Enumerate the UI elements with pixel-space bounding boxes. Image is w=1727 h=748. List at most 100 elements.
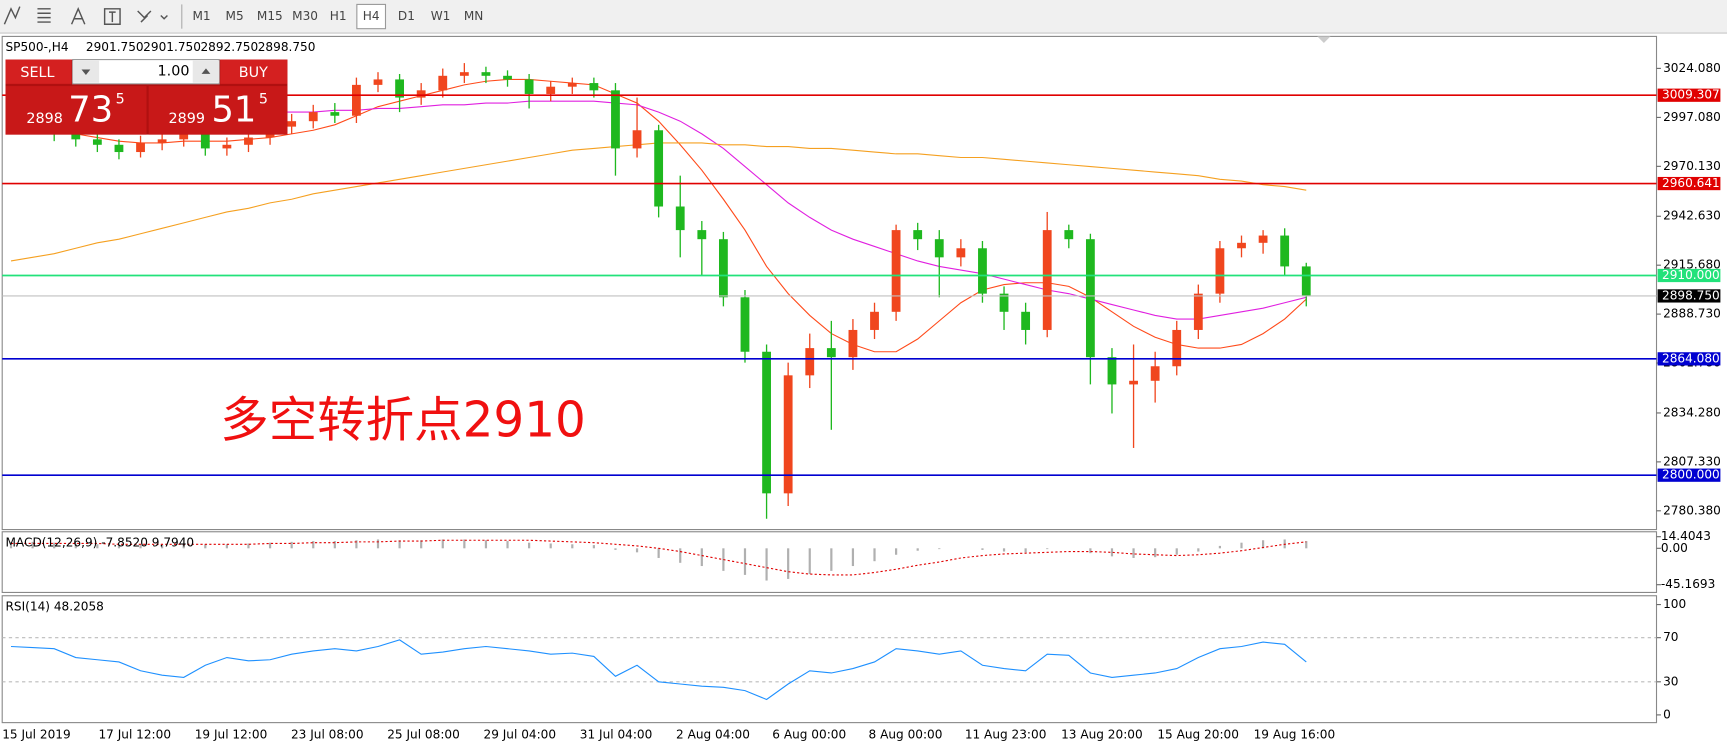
timeframe-button[interactable]: MN: [464, 9, 483, 23]
x-tick-label: 19 Aug 16:00: [1254, 727, 1336, 741]
tool-icons: [3, 4, 183, 29]
shapes-tool-icon[interactable]: [137, 10, 168, 23]
candle-body: [136, 142, 145, 153]
candle-body: [481, 72, 491, 76]
timeframe-button[interactable]: M1: [192, 9, 210, 23]
fibo-tool-icon[interactable]: [37, 8, 51, 23]
level-label: 2910.000: [1662, 268, 1720, 282]
x-tick-label: 23 Jul 08:00: [291, 727, 364, 741]
y-tick-label: 30: [1663, 674, 1678, 688]
candle-body: [92, 139, 102, 145]
y-tick-label: 2970.130: [1663, 159, 1721, 173]
x-tick-label: 2 Aug 04:00: [676, 727, 750, 741]
candle-body: [157, 139, 167, 143]
timeframe-button[interactable]: M30: [292, 9, 318, 23]
x-tick-label: 13 Aug 20:00: [1061, 727, 1143, 741]
shift-marker: [1317, 36, 1331, 44]
main-frame: [1, 35, 1658, 531]
buy-label: BUY: [239, 65, 268, 81]
rsi-line: [10, 639, 1307, 701]
level-tag: [1657, 176, 1721, 191]
timeframe-button[interactable]: M5: [226, 9, 244, 23]
x-tick-label: 6 Aug 00:00: [772, 727, 846, 741]
bid-box[interactable]: [5, 86, 147, 135]
y-tick-label: 14.4043: [1661, 529, 1711, 543]
candle-body: [783, 375, 793, 494]
candle-body: [395, 79, 404, 98]
candle-body: [654, 130, 664, 207]
candle-body: [1193, 293, 1203, 330]
plot: SP500-,H4 2901.750 2901.750 2892.750 2898.75…: [2, 40, 1721, 741]
level-label: 3009.307: [1662, 88, 1720, 102]
y-tick-label: 3024.080: [1663, 61, 1721, 75]
candle-body: [114, 144, 124, 153]
timeframe-button[interactable]: W1: [431, 9, 451, 23]
candle-body: [459, 72, 469, 76]
timeframe-button[interactable]: M15: [257, 9, 283, 23]
ask-box[interactable]: [148, 86, 288, 135]
y-tick-label: 2997.080: [1663, 110, 1721, 124]
candle-body: [567, 83, 577, 87]
candle-body: [1107, 357, 1117, 385]
y-tick-label: 70: [1663, 630, 1678, 644]
level-label: 2864.080: [1662, 351, 1720, 365]
x-tick-label: 25 Jul 08:00: [387, 727, 460, 741]
header-ohlc: 2901.750: [86, 40, 144, 54]
candle-body: [1215, 248, 1225, 294]
candle-body: [244, 137, 253, 145]
candle-body: [870, 311, 879, 330]
candle-body: [71, 133, 81, 140]
y-tick-label: 2915.680: [1663, 258, 1721, 272]
indicator-title: MACD(12,26,9) -7.8520 9.7940: [6, 535, 195, 549]
y-tick-label: 100: [1663, 597, 1686, 611]
timeframes: M1 M5 M15 M30 H1 H4 D1 W1 MN: [192, 3, 483, 30]
toolbar: [0, 0, 1727, 34]
macd-frame: [1, 531, 1658, 593]
timeframe-button[interactable]: D1: [398, 9, 415, 23]
buy-button[interactable]: [220, 59, 288, 84]
x-tick-label: 15 Jul 2019: [2, 727, 70, 741]
level-tag: [1657, 352, 1721, 366]
candle-body: [1021, 311, 1031, 330]
candle-body: [718, 239, 728, 298]
y-tick-label: 0: [1663, 707, 1671, 721]
candle-body: [675, 206, 685, 231]
candle-body: [1042, 230, 1052, 330]
candle-body: [589, 83, 599, 91]
candle-body: [1064, 230, 1074, 240]
candle-body: [1237, 242, 1246, 249]
candle-body: [740, 297, 750, 352]
candle-body: [287, 121, 297, 127]
sell-button[interactable]: [5, 59, 72, 84]
signal-line: [11, 539, 1307, 576]
candle-body: [330, 112, 340, 116]
candle-body: [978, 248, 987, 294]
timeframe-button[interactable]: H1: [330, 9, 347, 23]
candle-body: [1301, 266, 1311, 296]
x-tick-label: 8 Aug 00:00: [869, 727, 943, 741]
text-tool-icon[interactable]: [70, 7, 86, 25]
level-tag: [1657, 88, 1721, 102]
sell-label: SELL: [20, 65, 54, 81]
level-label: 2960.641: [1662, 176, 1720, 190]
lot-down-arrow: [81, 69, 91, 76]
candle-body: [179, 130, 189, 140]
candle-body: [611, 90, 620, 149]
ask-big: 2899: [169, 111, 205, 127]
candle-body: [913, 230, 923, 240]
chart-tool-icon[interactable]: [3, 6, 21, 25]
candle-body: [524, 79, 534, 94]
candle-body: [999, 293, 1009, 312]
candle-body: [1258, 235, 1268, 243]
y-tick-label: 0.00: [1661, 541, 1688, 555]
candle-body: [956, 248, 966, 258]
candle-body: [503, 75, 512, 80]
candle-body: [200, 130, 210, 149]
candle-body: [891, 230, 901, 312]
candle-body: [546, 86, 556, 94]
timeframe-button[interactable]: H4: [363, 9, 380, 23]
candle-body: [308, 112, 318, 122]
label-tool-icon[interactable]: [103, 8, 121, 25]
